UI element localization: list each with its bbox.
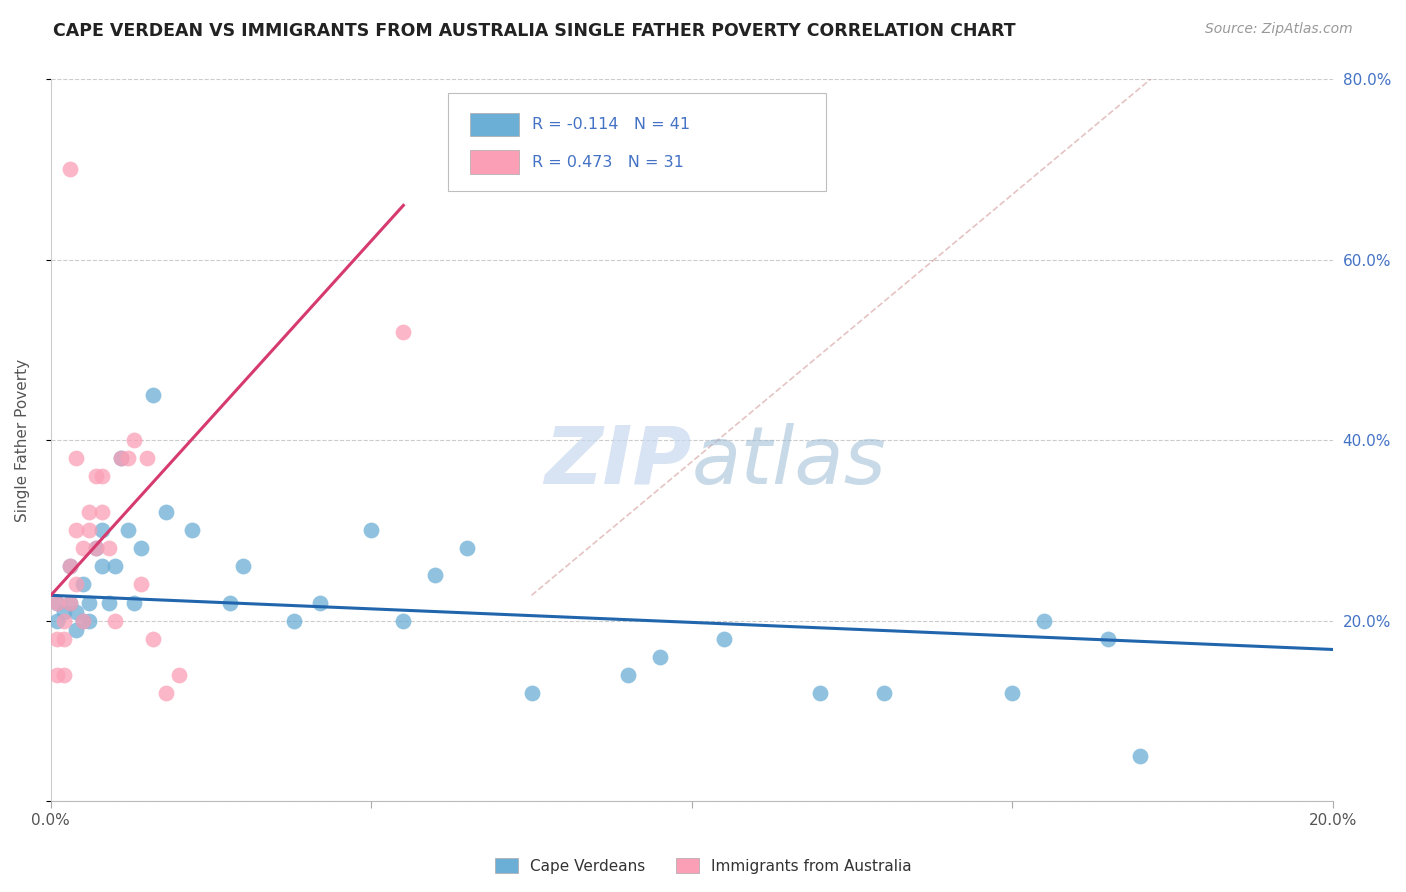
Point	[392, 325, 415, 339]
Text: atlas: atlas	[692, 423, 887, 500]
Point	[52, 614, 75, 628]
Point	[52, 632, 75, 646]
Point	[360, 524, 382, 538]
Point	[167, 667, 190, 681]
Point	[91, 505, 114, 519]
Point	[65, 524, 87, 538]
Point	[104, 614, 127, 628]
Point	[91, 559, 114, 574]
Y-axis label: Single Father Poverty: Single Father Poverty	[15, 359, 30, 522]
Point	[46, 595, 69, 609]
Point	[72, 577, 94, 591]
Point	[808, 686, 831, 700]
Point	[136, 451, 159, 466]
Point	[65, 605, 87, 619]
Point	[1097, 632, 1119, 646]
Point	[65, 623, 87, 637]
Point	[104, 559, 127, 574]
Point	[79, 524, 101, 538]
Point	[309, 595, 332, 609]
Point	[84, 541, 107, 556]
Point	[72, 614, 94, 628]
Point	[65, 577, 87, 591]
Point	[129, 577, 152, 591]
Point	[520, 686, 543, 700]
Point	[117, 451, 139, 466]
Point	[46, 614, 69, 628]
Point	[46, 595, 69, 609]
FancyBboxPatch shape	[449, 94, 827, 191]
Point	[392, 614, 415, 628]
Point	[79, 505, 101, 519]
Point	[283, 614, 305, 628]
Point	[616, 667, 638, 681]
Point	[46, 667, 69, 681]
Text: Source: ZipAtlas.com: Source: ZipAtlas.com	[1205, 22, 1353, 37]
Point	[117, 524, 139, 538]
Point	[122, 433, 145, 447]
Bar	[470, 113, 519, 136]
Point	[456, 541, 478, 556]
Point	[122, 595, 145, 609]
Point	[873, 686, 896, 700]
Point	[425, 568, 447, 582]
Point	[72, 541, 94, 556]
Point	[97, 595, 120, 609]
Point	[129, 541, 152, 556]
Point	[713, 632, 735, 646]
Point	[84, 469, 107, 483]
Point	[180, 524, 202, 538]
Text: CAPE VERDEAN VS IMMIGRANTS FROM AUSTRALIA SINGLE FATHER POVERTY CORRELATION CHAR: CAPE VERDEAN VS IMMIGRANTS FROM AUSTRALI…	[53, 22, 1017, 40]
Point	[84, 541, 107, 556]
Bar	[470, 151, 519, 174]
Point	[232, 559, 254, 574]
Point	[155, 686, 177, 700]
Point	[79, 614, 101, 628]
Point	[110, 451, 132, 466]
Point	[91, 524, 114, 538]
Point	[1129, 749, 1152, 764]
Point	[72, 614, 94, 628]
Point	[91, 469, 114, 483]
Point	[52, 605, 75, 619]
Point	[65, 451, 87, 466]
Legend: Cape Verdeans, Immigrants from Australia: Cape Verdeans, Immigrants from Australia	[488, 852, 918, 880]
Point	[648, 649, 671, 664]
Point	[219, 595, 242, 609]
Point	[155, 505, 177, 519]
Text: R = 0.473   N = 31: R = 0.473 N = 31	[531, 154, 683, 169]
Point	[59, 595, 82, 609]
Point	[97, 541, 120, 556]
Point	[142, 388, 165, 402]
Point	[52, 667, 75, 681]
Point	[110, 451, 132, 466]
Point	[79, 595, 101, 609]
Point	[59, 595, 82, 609]
Point	[46, 632, 69, 646]
Text: R = -0.114   N = 41: R = -0.114 N = 41	[531, 117, 690, 132]
Point	[59, 559, 82, 574]
Point	[1033, 614, 1056, 628]
Point	[59, 559, 82, 574]
Text: ZIP: ZIP	[544, 423, 692, 500]
Point	[1001, 686, 1024, 700]
Point	[142, 632, 165, 646]
Point	[59, 162, 82, 177]
